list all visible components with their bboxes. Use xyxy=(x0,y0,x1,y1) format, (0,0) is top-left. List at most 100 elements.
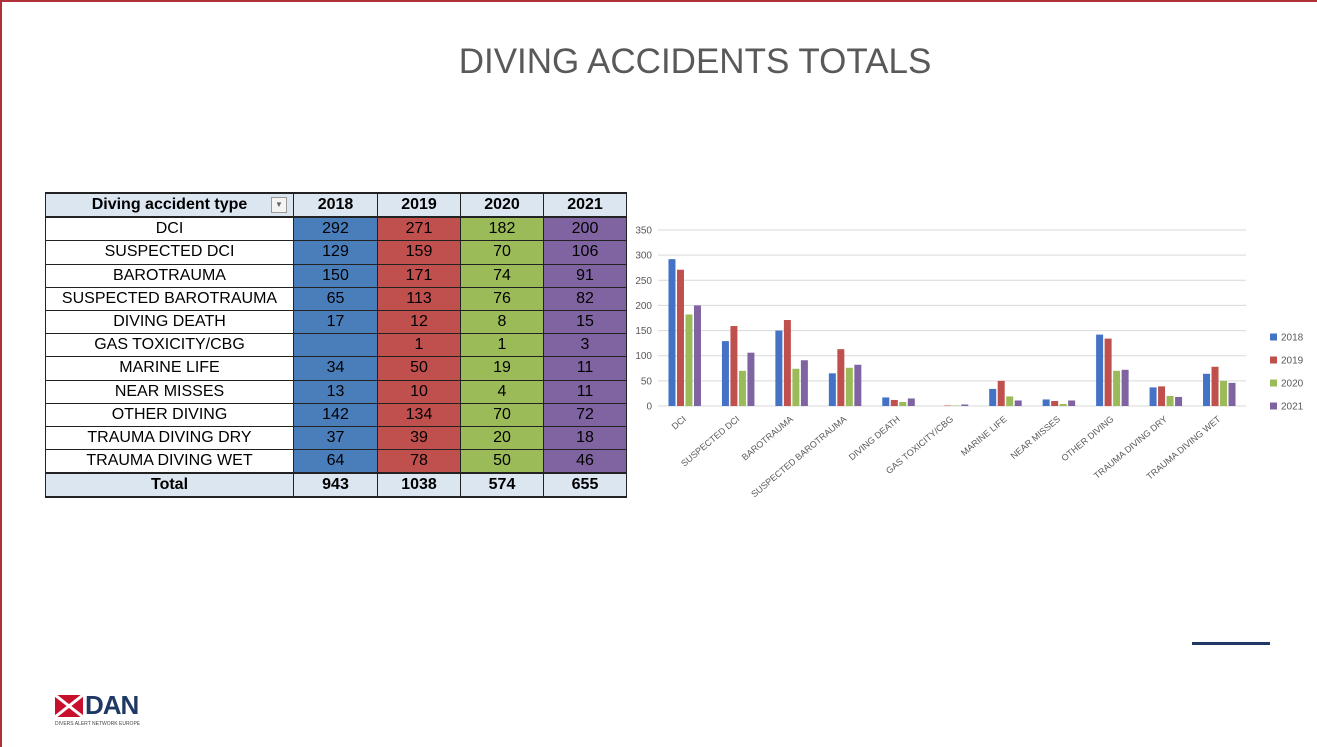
data-row: TRAUMA DIVING DRY 37 39 20 18 xyxy=(45,425,627,451)
bar xyxy=(1158,386,1166,406)
cell: 574 xyxy=(460,472,544,499)
row-label: Diving accident type ▼ xyxy=(45,191,294,219)
cell: 13 xyxy=(293,379,378,404)
cell: 3 xyxy=(543,333,627,358)
x-tick-label: SUSPECTED BAROTRAUMA xyxy=(749,414,848,499)
row-label: DCI xyxy=(45,216,294,242)
cell: 142 xyxy=(293,402,378,427)
cell: 2019 xyxy=(377,191,461,219)
bar xyxy=(693,305,701,406)
row-label: SUSPECTED DCI xyxy=(45,240,294,265)
bar xyxy=(952,405,960,406)
bar xyxy=(1059,403,1067,406)
legend-label: 2020 xyxy=(1281,379,1304,390)
y-tick-label: 100 xyxy=(635,351,652,362)
cell: 18 xyxy=(543,425,627,451)
bar xyxy=(1113,370,1121,406)
left-border xyxy=(0,0,2,747)
y-tick-label: 200 xyxy=(635,301,652,312)
data-row: MARINE LIFE 34 50 19 11 xyxy=(45,356,627,381)
bar xyxy=(1166,395,1174,406)
cell: 2020 xyxy=(460,191,544,219)
cell: 50 xyxy=(460,449,544,474)
cell: 11 xyxy=(543,356,627,381)
bar xyxy=(668,259,676,406)
row-label: TRAUMA DIVING DRY xyxy=(45,425,294,451)
legend-swatch xyxy=(1270,356,1277,364)
bar xyxy=(676,269,684,406)
row-label: SUSPECTED BAROTRAUMA xyxy=(45,286,294,311)
logo: DAN DIVERS ALERT NETWORK EUROPE xyxy=(55,690,140,727)
cell: 1 xyxy=(460,333,544,358)
bar xyxy=(1104,338,1112,406)
bar xyxy=(747,352,755,406)
cell: 106 xyxy=(543,240,627,265)
bar xyxy=(1006,396,1014,406)
bar xyxy=(997,380,1005,406)
bar xyxy=(738,370,746,406)
cell: 10 xyxy=(377,379,461,404)
cell: 943 xyxy=(293,472,378,499)
bar xyxy=(882,397,890,406)
cell: 2021 xyxy=(543,191,627,219)
cell: 2018 xyxy=(293,191,378,219)
bar xyxy=(685,314,693,406)
bar xyxy=(1175,396,1183,406)
cell: 74 xyxy=(460,263,544,288)
logo-flag xyxy=(55,694,83,717)
cell: 64 xyxy=(293,449,378,474)
cell: 171 xyxy=(377,263,461,288)
data-row: NEAR MISSES 13 10 4 11 xyxy=(45,379,627,404)
legend-label: 2021 xyxy=(1281,402,1304,413)
y-tick-label: 250 xyxy=(635,276,652,287)
bar xyxy=(792,368,800,406)
cell: 129 xyxy=(293,240,378,265)
x-tick-label: SUSPECTED DCI xyxy=(679,414,741,469)
cell: 1 xyxy=(377,333,461,358)
header-row: Diving accident type ▼ 2018 2019 2020 2021 xyxy=(45,191,627,219)
bar xyxy=(899,401,907,406)
data-row: SUSPECTED BAROTRAUMA 65 113 76 82 xyxy=(45,286,627,311)
y-tick-label: 150 xyxy=(635,326,652,337)
row-label: Total xyxy=(45,472,294,499)
row-label: GAS TOXICITY/CBG xyxy=(45,333,294,358)
bar xyxy=(944,405,952,406)
bar xyxy=(1121,369,1129,406)
bar xyxy=(1014,400,1022,406)
data-row: OTHER DIVING 142 134 70 72 xyxy=(45,402,627,427)
bar xyxy=(845,367,853,406)
row-label: NEAR MISSES xyxy=(45,379,294,404)
bar xyxy=(1211,366,1219,406)
legend-swatch xyxy=(1270,333,1277,341)
data-row: GAS TOXICITY/CBG 1 1 3 xyxy=(45,333,627,358)
x-tick-label: DIVING DEATH xyxy=(847,414,902,462)
data-row: TRAUMA DIVING WET 64 78 50 46 xyxy=(45,449,627,474)
cell: 8 xyxy=(460,309,544,335)
y-tick-label: 300 xyxy=(635,251,652,262)
bar xyxy=(1228,382,1236,406)
x-tick-label: BAROTRAUMA xyxy=(740,414,795,462)
bar xyxy=(1042,399,1050,406)
logo-name: DAN xyxy=(85,690,139,720)
bar xyxy=(800,360,808,406)
cell: 46 xyxy=(543,449,627,474)
accent-line xyxy=(1192,642,1270,645)
data-row: BAROTRAUMA 150 171 74 91 xyxy=(45,263,627,288)
cell: 82 xyxy=(543,286,627,311)
row-label: BAROTRAUMA xyxy=(45,263,294,288)
bar xyxy=(1068,400,1076,406)
cell: 1038 xyxy=(377,472,461,499)
y-tick-label: 0 xyxy=(646,402,652,413)
bar xyxy=(854,364,862,406)
cell: 70 xyxy=(460,402,544,427)
bar xyxy=(837,349,845,406)
data-row: SUSPECTED DCI 129 159 70 106 xyxy=(45,240,627,265)
filter-button[interactable]: ▼ xyxy=(271,197,287,213)
cell: 182 xyxy=(460,216,544,242)
cell: 15 xyxy=(543,309,627,335)
bar xyxy=(828,373,836,406)
bar xyxy=(1051,400,1059,406)
row-label: TRAUMA DIVING WET xyxy=(45,449,294,474)
top-border xyxy=(0,0,1317,2)
